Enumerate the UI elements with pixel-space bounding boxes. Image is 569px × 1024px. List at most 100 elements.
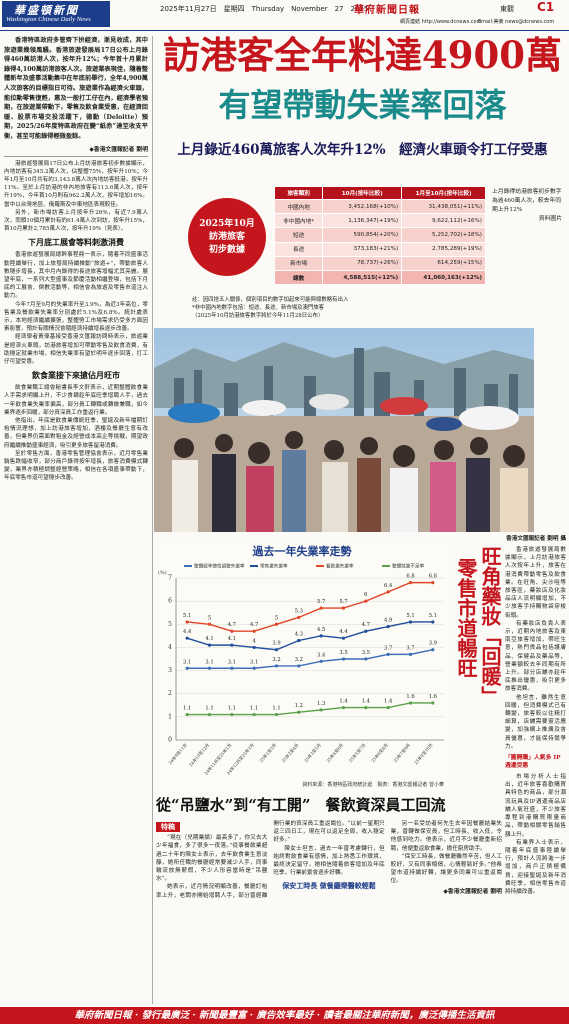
data-label: 6.8 [406, 574, 414, 580]
data-label: 5.1 [429, 613, 437, 619]
table-row: 新市場 78,737(+26%) 614,259(+15%) [273, 255, 486, 271]
main-headline: 訪港客全年料達4900萬 [163, 33, 562, 77]
paragraph: 港旅遊發展局17日公布上月訪港旅客初步數據顯示，內地訪客有345.2萬人次，佔整… [4, 160, 148, 208]
data-label: 5.7 [317, 599, 325, 605]
data-label: 3.1 [205, 659, 213, 665]
body-text: 香港旅遊發展局總幹事程鼎一表示，隨着不同盛事活動陸續舉行，加上旅發局持續推動“旅… [4, 251, 148, 366]
vertical-headline-line: 零售市道暢旺 [454, 558, 478, 678]
intro: 香港特區政府多管齊下拚經濟，漸見收成，其中旅遊業幾領風騷。香港旅遊發展局17日公… [4, 36, 148, 142]
table-cell: 78,737(+26%) [322, 255, 403, 271]
body-text: 市場分析人士指出，近年旅客喜歡購買具特色的商品，部分潮流玩具及IP週邊商品店舖人… [505, 773, 566, 896]
table-row: 總數 4,588,515(+12%) 41,060,163(+12%) [273, 269, 486, 286]
photo-caption: 香港文匯報記者 劉明 攝 [506, 536, 566, 542]
masthead: 華盛頓新聞 Washington Chinese Daily News [2, 1, 110, 27]
data-point [386, 652, 390, 656]
data-label: 1.1 [205, 706, 213, 712]
data-point [364, 629, 368, 633]
paragraph: 她表示，近月情況明顯改善，餐廳訂枱率上升，老闆亦開始增聘人手，部分曾經離開行業的… [156, 821, 385, 899]
badge-line: 初步數據 [208, 244, 245, 255]
data-label: 4.7 [250, 622, 258, 628]
masthead-en: Washington Chinese Daily News [6, 16, 91, 23]
y-tick-label: 2 [168, 690, 172, 697]
second-headline: 有望帶動失業率回落 [218, 86, 507, 124]
legend-label: 零售業失業率 [260, 563, 288, 570]
badge: 2025年10月 訪港旅客 初步數據 [188, 198, 266, 276]
data-point [185, 620, 189, 624]
badge-line: 訪港旅客 [208, 231, 245, 242]
data-label: 4.1 [228, 636, 236, 642]
data-point [274, 622, 279, 626]
paragraph: “保安工時長，做餐廳雖然辛苦，但人工較好，又有同事傾偈，心情輕鬆好多。”他希望市… [390, 853, 502, 885]
series-line [187, 581, 433, 632]
data-point [408, 701, 413, 705]
data-label: 3.2 [295, 657, 303, 663]
table-note: （2025年10月訪港旅客數字將於今年11月28日公布） [192, 313, 324, 319]
data-point [274, 712, 279, 717]
data-label: 1.1 [228, 706, 236, 712]
table-row: 短途 590,854(+20%) 5,252,702(+18%) [273, 227, 486, 243]
data-label: 4.4 [183, 629, 192, 635]
subhead: 下月底工展會等料刺激消費 [28, 237, 124, 248]
series-line [187, 649, 433, 669]
tourist-table: 旅客類別 10月(按年比較) 1月至10月(按年比較) 中國內地 3,452,168(+… [273, 186, 486, 286]
data-point [319, 634, 323, 638]
data-point [252, 666, 256, 670]
data-label: 3.1 [250, 659, 258, 665]
paragraph: 飲食業職工總會秘書長李文軒表示，近期整體飲食業人手需求明顯上升，不少食肆趁年底旺… [4, 385, 148, 416]
data-label: 1.3 [317, 701, 325, 707]
legend-label: 整體經季節性調整失業率 [194, 563, 245, 570]
paragraph: 香港旅遊發展局總幹事程鼎一表示，隨着不同盛事活動陸續舉行，加上旅發局持續推動“旅… [4, 252, 148, 300]
data-label: 5.1 [183, 613, 191, 619]
table-cell: 31,438,051(+11%) [401, 198, 486, 215]
legend-label: 整體就業不足率 [392, 563, 425, 570]
data-label: 6 [364, 592, 367, 598]
data-label: 4.5 [317, 627, 325, 633]
header: 華盛頓新聞 Washington Chinese Daily News 2025… [0, 0, 569, 31]
photo-note-text: 上月錄得訪港旅客初步數字為逾460萬人次，較去年同期上升12% [492, 189, 562, 213]
data-point [185, 712, 189, 717]
paragraph: 陳女士坦言，過去一年曾考慮轉行，但始終對飲食業有感情，加上熟悉工作環境，最終決定… [273, 845, 385, 877]
data-label: 4.4 [339, 629, 348, 635]
series-line [186, 621, 433, 651]
data-point [207, 712, 212, 717]
data-point [386, 590, 390, 594]
feature-body: 特稿 “現在（兒期業績）最高多了，你又去大少年福食，多了很多一夜落。”從事餐飲業… [156, 820, 502, 1004]
data-point [319, 659, 323, 663]
data-point [297, 710, 301, 714]
data-point [386, 706, 390, 710]
data-label: 4.9 [384, 618, 392, 624]
table-header-cell: 1月至10月(按年比較) [401, 186, 486, 200]
feature-headline: 從“吊鹽水”到“有工開” 餐飲資深員工回流 [156, 796, 446, 814]
table-cell: 4,588,515(+12%) [322, 269, 403, 286]
masthead-cn: 華盛頓新聞 [14, 4, 79, 17]
table-note: 註：因四捨五入關係，個別項目的數字加起來可能與總數略有出入 [192, 297, 349, 303]
data-point [185, 666, 189, 670]
feature-credit: ◆香港文匯報記者 劉明 [443, 888, 502, 895]
subhead: 「圖開購」人氣多 IP週邊受惠 [505, 755, 561, 770]
intro-text: 香港特區政府多管齊下拚經濟，漸見收成，其中旅遊業幾領風騷。香港旅遊發展局17日公… [4, 37, 148, 140]
y-tick-label: 7 [168, 575, 172, 582]
data-point [431, 620, 435, 624]
data-label: 5 [275, 615, 278, 621]
data-label: 3.7 [406, 645, 414, 651]
table-row: 非中國內地* 1,136,347(+19%) 9,622,112(+16%) [273, 213, 486, 229]
data-point [408, 581, 413, 585]
data-point [252, 645, 256, 650]
table-cell: 5,252,702(+18%) [401, 227, 486, 243]
page-number: C1 [537, 0, 555, 14]
feature-tag: 特稿 [156, 822, 180, 833]
data-label: 5.3 [295, 608, 303, 614]
data-point [431, 648, 435, 652]
data-label: 1.4 [384, 699, 393, 705]
paragraph: 經濟學者黃偉基接受香港文匯報訪問時表示，旅遊業是經濟火車頭，訪港旅客增加可帶動零… [4, 334, 148, 365]
photo-note-credit: 資料圖片 [538, 216, 562, 222]
data-label: 3.5 [339, 650, 347, 656]
data-label: 4.1 [205, 636, 213, 642]
badge-line: 2025年10月 [199, 218, 255, 229]
right-column: 香港旅遊發展局數據顯示，上月訪港旅客人次按年上升，旅客在港消費帶動零售及飲食業。… [505, 546, 566, 1004]
data-label: 4.7 [362, 622, 370, 628]
data-label: 3.7 [384, 645, 392, 651]
paragraph: 市場分析人士指出，近年旅客喜歡購買具特色的商品，部分潮流玩具及IP週邊商品店舖人… [505, 774, 566, 838]
